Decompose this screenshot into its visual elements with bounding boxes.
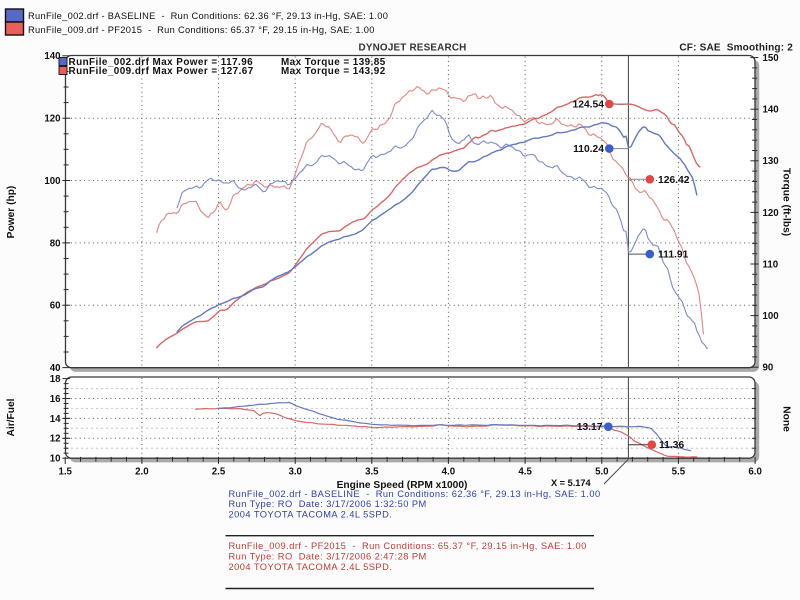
svg-text:RunFile_009.drf Max Power = 12: RunFile_009.drf Max Power = 127.67 (69, 66, 254, 77)
svg-text:6.0: 6.0 (748, 467, 761, 478)
svg-text:126.42: 126.42 (658, 175, 690, 186)
svg-text:Engine Speed (RPM x1000): Engine Speed (RPM x1000) (337, 480, 468, 491)
svg-text:CF: SAE Smoothing: 2: CF: SAE Smoothing: 2 (679, 43, 793, 54)
svg-text:14: 14 (50, 414, 61, 425)
svg-text:DYNOJET RESEARCH: DYNOJET RESEARCH (358, 43, 466, 54)
svg-text:Run Type: RO Date: 3/17/2006: Run Type: RO Date: 3/17/2006 1:32:50 PM (229, 499, 427, 509)
svg-text:5.0: 5.0 (595, 467, 608, 478)
svg-text:4.0: 4.0 (442, 467, 455, 478)
svg-text:X = 5.174: X = 5.174 (551, 478, 591, 488)
svg-text:4.5: 4.5 (518, 467, 532, 478)
svg-text:111.91: 111.91 (658, 250, 689, 261)
svg-text:140: 140 (763, 105, 779, 116)
svg-text:RunFile_002.drf Max Power = 11: RunFile_002.drf Max Power = 117.96 (69, 57, 254, 68)
svg-text:Max Torque = 139.85: Max Torque = 139.85 (281, 57, 386, 68)
svg-text:110.24: 110.24 (573, 144, 604, 155)
svg-text:RunFile_009.drf - PF2015 - R: RunFile_009.drf - PF2015 - Run Condition… (28, 25, 375, 35)
svg-text:Power (hp): Power (hp) (6, 186, 17, 239)
svg-text:10: 10 (50, 454, 61, 465)
svg-text:2004 TOYOTA TACOMA 2.4L 5SPD.: 2004 TOYOTA TACOMA 2.4L 5SPD. (229, 562, 393, 572)
svg-text:120: 120 (763, 208, 779, 219)
svg-text:5.5: 5.5 (672, 467, 686, 478)
svg-text:2.5: 2.5 (212, 467, 226, 478)
svg-text:2004 TOYOTA TACOMA 2.4L 5SPD.: 2004 TOYOTA TACOMA 2.4L 5SPD. (229, 509, 393, 519)
svg-text:RunFile_009.drf - PF2015 - R: RunFile_009.drf - PF2015 - Run Condition… (229, 541, 587, 551)
svg-text:Run Type: RO Date: 3/17/2006: Run Type: RO Date: 3/17/2006 2:47:28 PM (229, 552, 427, 562)
svg-text:100: 100 (763, 311, 779, 322)
svg-text:11.36: 11.36 (659, 440, 684, 451)
svg-text:RunFile_002.drf - BASELINE -: RunFile_002.drf - BASELINE - Run Conditi… (229, 489, 601, 499)
svg-text:90: 90 (763, 363, 774, 374)
svg-text:Max Torque = 143.92: Max Torque = 143.92 (281, 66, 386, 77)
svg-text:13.17: 13.17 (577, 422, 603, 433)
svg-text:100: 100 (44, 176, 60, 187)
svg-text:1.5: 1.5 (58, 467, 72, 478)
svg-text:Air/Fuel: Air/Fuel (6, 398, 17, 436)
svg-text:124.54: 124.54 (573, 100, 605, 111)
svg-text:150: 150 (763, 53, 779, 64)
svg-text:120: 120 (44, 114, 60, 125)
svg-text:130: 130 (763, 156, 779, 167)
svg-text:3.0: 3.0 (288, 467, 301, 478)
svg-text:12: 12 (50, 434, 61, 445)
svg-text:RunFile_002.drf - BASELINE -: RunFile_002.drf - BASELINE - Run Conditi… (28, 11, 388, 21)
svg-text:60: 60 (50, 301, 61, 312)
svg-text:18: 18 (50, 374, 61, 385)
svg-text:16: 16 (50, 394, 61, 405)
svg-text:140: 140 (44, 51, 60, 62)
svg-text:None: None (781, 406, 792, 432)
svg-text:80: 80 (50, 238, 61, 249)
svg-text:3.5: 3.5 (365, 467, 379, 478)
svg-text:Torque (ft-lbs): Torque (ft-lbs) (781, 168, 792, 236)
svg-text:40: 40 (50, 363, 61, 374)
svg-text:2.0: 2.0 (135, 467, 148, 478)
svg-text:110: 110 (763, 259, 779, 270)
